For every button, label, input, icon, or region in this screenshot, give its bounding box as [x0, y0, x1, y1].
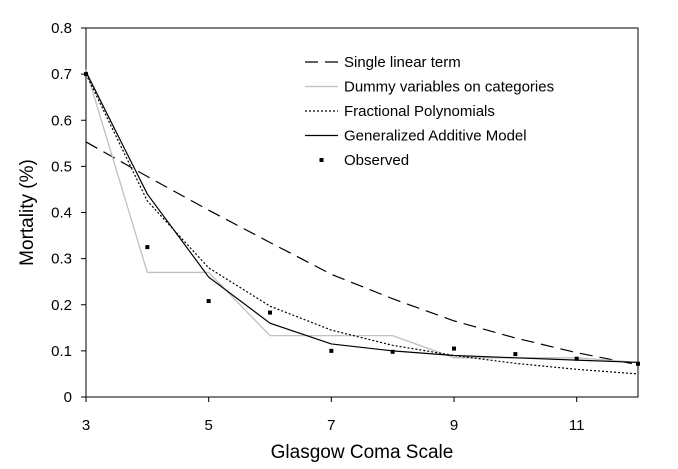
y-tick-label: 0.5: [51, 158, 72, 175]
observed-point: [84, 72, 88, 77]
series-line-single-linear-term: [85, 141, 639, 366]
observed-point: [574, 356, 579, 361]
legend-item-generalized-additive-model: Generalized Additive Model: [305, 128, 527, 145]
series-layer: [84, 69, 640, 375]
legend-item-dummy-variables-on-categories: Dummy variables on categories: [305, 79, 554, 96]
y-tick-label: 0: [64, 389, 72, 406]
y-tick-label: 0.8: [51, 20, 72, 37]
x-tick-label: 3: [82, 417, 90, 434]
legend-label: Dummy variables on categories: [344, 79, 554, 96]
legend-item-single-linear-term: Single linear term: [305, 54, 461, 71]
series-line-dummy-variables-on-categories: [85, 69, 639, 364]
series-line-generalized-additive-model: [85, 71, 639, 364]
observed-point: [452, 346, 456, 351]
x-tick-label: 5: [204, 417, 212, 434]
y-tick-label: 0.6: [51, 112, 72, 129]
x-axis-title: Glasgow Coma Scale: [271, 442, 454, 463]
y-tick-label: 0.3: [51, 251, 72, 268]
observed-point: [268, 310, 272, 315]
observed-point: [636, 361, 640, 366]
legend-item-observed: Observed: [319, 152, 409, 169]
x-tick-label: 9: [450, 417, 458, 434]
legend: Single linear term Dummy variables on cat…: [305, 54, 554, 169]
legend-label: Observed: [344, 152, 409, 169]
observed-point: [390, 349, 395, 354]
series-observed: [84, 72, 640, 366]
legend-label: Single linear term: [344, 54, 461, 71]
y-axis-title: Mortality (%): [17, 159, 38, 266]
legend-label: Generalized Additive Model: [344, 128, 527, 145]
y-tick-label: 0.7: [51, 66, 72, 83]
axes: 0 0.1 0.2 0.3 0.4 0.5 0.6 0.7 0.8 3 5 7 9 11: [51, 20, 584, 434]
y-tick-label: 0.4: [51, 205, 72, 222]
observed-point: [513, 352, 518, 357]
legend-swatch: [319, 158, 324, 162]
y-tick-label: 0.1: [51, 343, 72, 360]
x-tick-label: 7: [327, 417, 335, 434]
observed-point: [206, 299, 211, 304]
series-line-fractional-polynomials: [85, 73, 639, 375]
x-tick-label: 11: [569, 417, 585, 434]
legend-item-fractional-polynomials: Fractional Polynomials: [305, 103, 495, 120]
observed-point: [145, 245, 150, 250]
observed-point: [329, 348, 334, 353]
y-tick-label: 0.2: [51, 297, 72, 314]
legend-label: Fractional Polynomials: [344, 103, 495, 120]
